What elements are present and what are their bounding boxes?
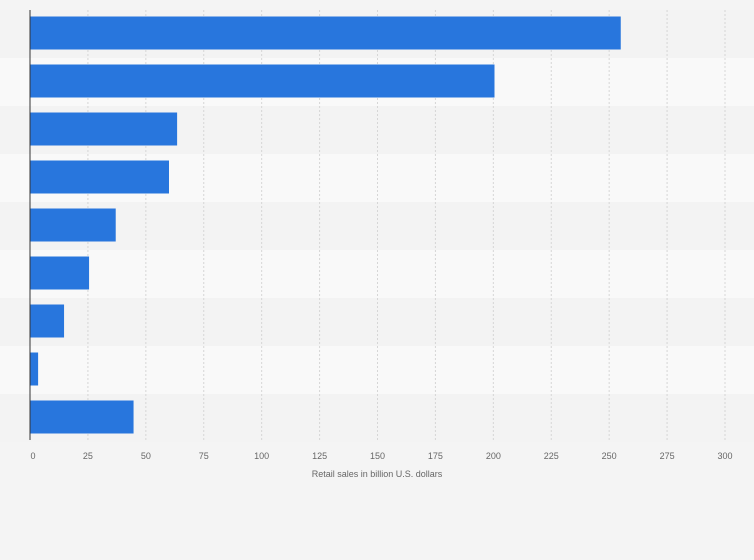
- bar: [30, 208, 116, 242]
- x-tick-label: 225: [544, 451, 559, 461]
- x-tick-label: 275: [660, 451, 675, 461]
- x-tick-label: 125: [312, 451, 327, 461]
- bar: [30, 304, 65, 338]
- x-tick-label: 150: [370, 451, 385, 461]
- bar: [30, 16, 621, 50]
- x-axis-label: Retail sales in billion U.S. dollars: [312, 469, 443, 479]
- x-tick-label: 75: [199, 451, 209, 461]
- bars: [30, 16, 621, 434]
- x-tick-label: 175: [428, 451, 443, 461]
- x-tick-label: 250: [602, 451, 617, 461]
- x-tick-label: 0: [30, 451, 35, 461]
- x-tick-labels: 0 25 50 75 100 125 150 175 200 225 250 275 300: [30, 451, 732, 461]
- bar: [30, 352, 39, 386]
- bar: [30, 64, 495, 98]
- x-tick-label: 50: [141, 451, 151, 461]
- bar: [30, 160, 169, 194]
- x-tick-label: 100: [254, 451, 269, 461]
- bar: [30, 112, 178, 146]
- bar: [30, 400, 134, 434]
- bar: [30, 256, 90, 290]
- x-tick-label: 200: [486, 451, 501, 461]
- x-tick-label: 300: [717, 451, 732, 461]
- x-tick-label: 25: [83, 451, 93, 461]
